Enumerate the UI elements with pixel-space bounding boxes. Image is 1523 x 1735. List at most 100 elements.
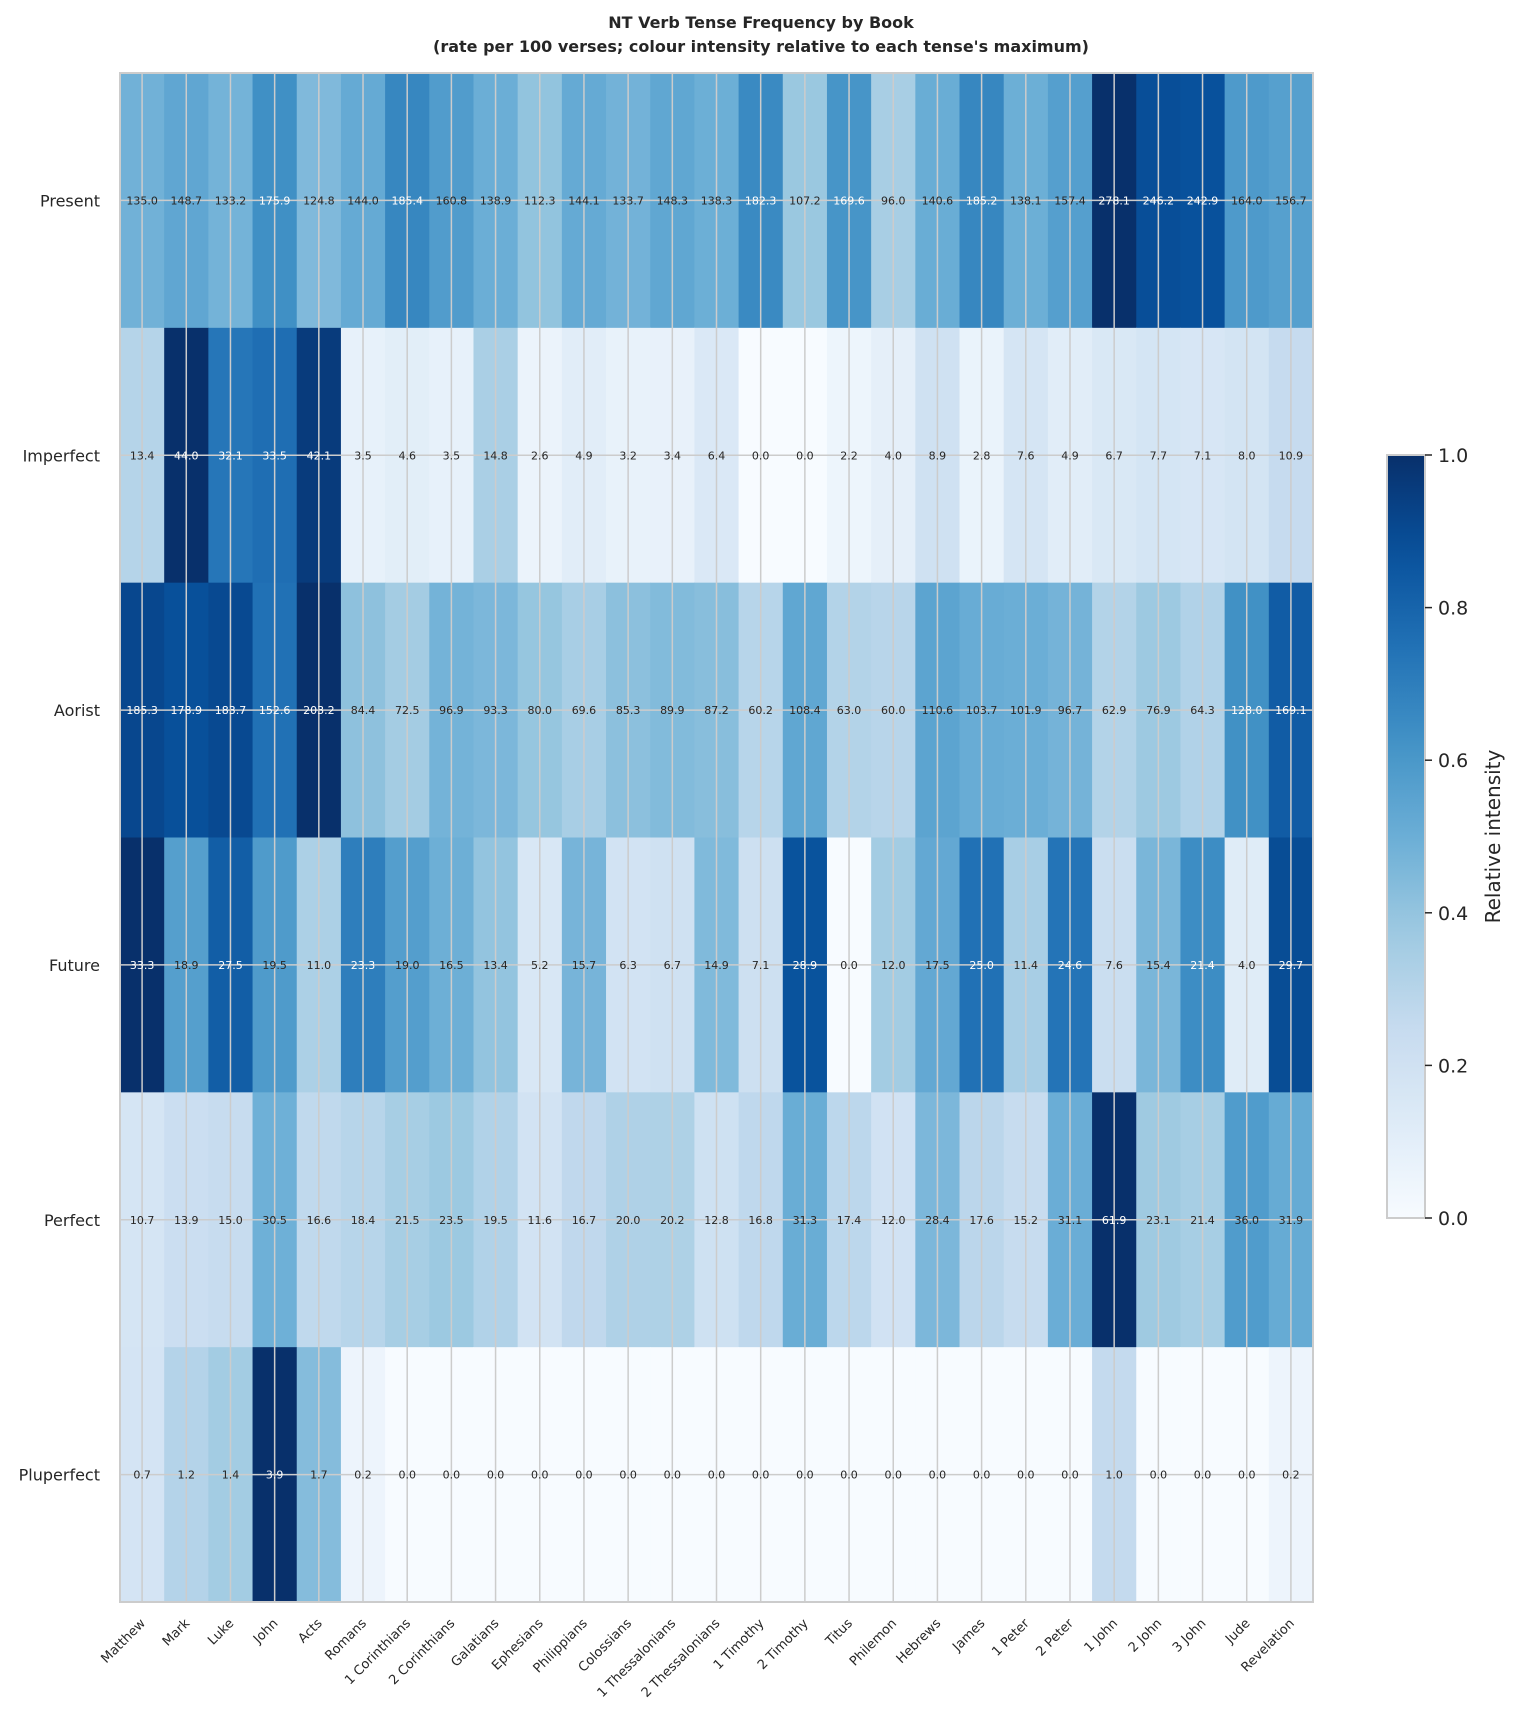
cell-value-label: 13.4: [483, 959, 508, 972]
x-tick-label: 2 John: [1126, 1616, 1165, 1655]
cell-value-label: 0.0: [398, 1469, 416, 1482]
cell-value-labels: 135.0 148.7 133.2 175.9 124.8 144.0 185.4 160.8…: [126, 194, 1306, 1481]
cell-value-label: 96.0: [881, 194, 906, 207]
colorbar-tick-label: 0.8: [1438, 598, 1468, 620]
cell-value-label: 0.0: [531, 1469, 549, 1482]
cell-value-label: 21.5: [395, 1214, 420, 1227]
cell-value-label: 203.2: [303, 704, 335, 717]
x-tick-label: 2 Thessalonians: [639, 1616, 724, 1701]
cell-value-label: 64.3: [1190, 704, 1215, 717]
cell-value-label: 2.8: [973, 449, 991, 462]
cell-value-label: 24.6: [1058, 959, 1083, 972]
cell-value-label: 32.1: [218, 449, 243, 462]
cell-value-label: 7.6: [1105, 959, 1123, 972]
colorbar-tick-label: 0.2: [1438, 1055, 1468, 1077]
cell-value-label: 96.7: [1058, 704, 1083, 717]
cell-value-label: 42.1: [307, 449, 332, 462]
cell-value-label: 148.3: [657, 194, 689, 207]
cell-value-label: 85.3: [616, 704, 641, 717]
cell-value-label: 25.0: [969, 959, 994, 972]
x-tick-label: 1 John: [1082, 1616, 1121, 1655]
colorbar-tick-label: 1.0: [1438, 445, 1468, 467]
cell-value-label: 0.0: [752, 1469, 770, 1482]
cell-value-label: 17.4: [837, 1214, 862, 1227]
cell-value-label: 31.3: [793, 1214, 818, 1227]
cell-value-label: 0.0: [1061, 1469, 1079, 1482]
cell-value-label: 11.4: [1014, 959, 1039, 972]
cell-value-label: 11.6: [528, 1214, 553, 1227]
cell-value-label: 5.2: [531, 959, 549, 972]
cell-value-label: 0.0: [487, 1469, 505, 1482]
cell-value-label: 185.2: [966, 194, 998, 207]
x-tick-label: 2 Peter: [1034, 1616, 1078, 1660]
cell-value-label: 0.0: [664, 1469, 682, 1482]
cell-value-label: 60.2: [748, 704, 773, 717]
cell-value-label: 8.9: [929, 449, 947, 462]
cell-value-label: 4.9: [1061, 449, 1079, 462]
cell-value-label: 148.7: [171, 194, 203, 207]
cell-value-label: 178.9: [171, 704, 203, 717]
cell-value-label: 12.0: [881, 959, 906, 972]
cell-value-label: 185.3: [126, 704, 158, 717]
cell-value-label: 2.6: [531, 449, 549, 462]
cell-value-label: 15.7: [572, 959, 597, 972]
cell-value-label: 246.2: [1143, 194, 1175, 207]
cell-value-label: 12.8: [704, 1214, 729, 1227]
cell-value-label: 3.5: [443, 449, 461, 462]
gridlines: [120, 73, 1313, 1602]
cell-value-label: 15.0: [218, 1214, 243, 1227]
cell-value-label: 7.1: [752, 959, 770, 972]
cell-value-label: 15.2: [1014, 1214, 1039, 1227]
cell-value-label: 182.3: [745, 194, 777, 207]
cell-value-label: 1.4: [222, 1469, 240, 1482]
y-axis-tick-labels: Present Imperfect Aorist Future Perfect Plupe…: [19, 191, 100, 1484]
plot-frame: [119, 72, 1314, 1603]
cell-value-label: 138.1: [1010, 194, 1042, 207]
cell-value-label: 20.2: [660, 1214, 685, 1227]
cell-value-label: 31.1: [1058, 1214, 1083, 1227]
cell-value-label: 12.0: [881, 1214, 906, 1227]
cell-value-label: 0.0: [796, 1469, 814, 1482]
cell-value-label: 20.0: [616, 1214, 641, 1227]
colorbar-tick-label: 0.4: [1438, 903, 1468, 925]
cell-value-label: 14.8: [483, 449, 508, 462]
cell-value-label: 0.2: [1282, 1469, 1300, 1482]
x-tick-label: James: [949, 1616, 988, 1655]
cell-value-label: 164.0: [1231, 194, 1263, 207]
cell-value-label: 15.4: [1146, 959, 1171, 972]
cell-value-label: 183.7: [215, 704, 247, 717]
colorbar-tick-label: 0.6: [1438, 750, 1468, 772]
cell-value-label: 33.3: [130, 959, 155, 972]
cell-value-label: 0.0: [443, 1469, 461, 1482]
cell-value-label: 14.9: [704, 959, 729, 972]
cell-value-label: 7.6: [1017, 449, 1035, 462]
x-tick-label: Acts: [295, 1616, 325, 1646]
cell-value-label: 23.1: [1146, 1214, 1171, 1227]
cell-value-label: 19.5: [483, 1214, 508, 1227]
cell-value-label: 0.0: [796, 449, 814, 462]
cell-value-label: 0.0: [1238, 1469, 1256, 1482]
cell-value-label: 108.4: [789, 704, 821, 717]
y-tick-label: Future: [49, 956, 100, 975]
cell-value-label: 3.9: [266, 1469, 284, 1482]
cell-value-label: 23.5: [439, 1214, 464, 1227]
x-tick-label: Luke: [205, 1616, 237, 1648]
x-tick-label: John: [250, 1616, 281, 1647]
cell-value-label: 124.8: [303, 194, 335, 207]
colorbar-label: Relative intensity: [1481, 749, 1505, 923]
cell-value-label: 16.7: [572, 1214, 597, 1227]
cell-value-label: 110.6: [922, 704, 954, 717]
cell-value-label: 133.7: [612, 194, 644, 207]
cell-value-label: 16.6: [307, 1214, 332, 1227]
cell-value-label: 138.9: [480, 194, 512, 207]
cell-value-label: 16.5: [439, 959, 464, 972]
x-tick-label: Hebrews: [894, 1616, 945, 1667]
cell-value-label: 6.7: [664, 959, 682, 972]
cell-value-label: 17.5: [925, 959, 950, 972]
cell-value-label: 0.0: [1150, 1469, 1168, 1482]
cell-value-label: 10.9: [1279, 449, 1304, 462]
cell-value-label: 28.9: [793, 959, 818, 972]
y-tick-label: Pluperfect: [19, 1466, 100, 1485]
cell-value-label: 63.0: [837, 704, 862, 717]
